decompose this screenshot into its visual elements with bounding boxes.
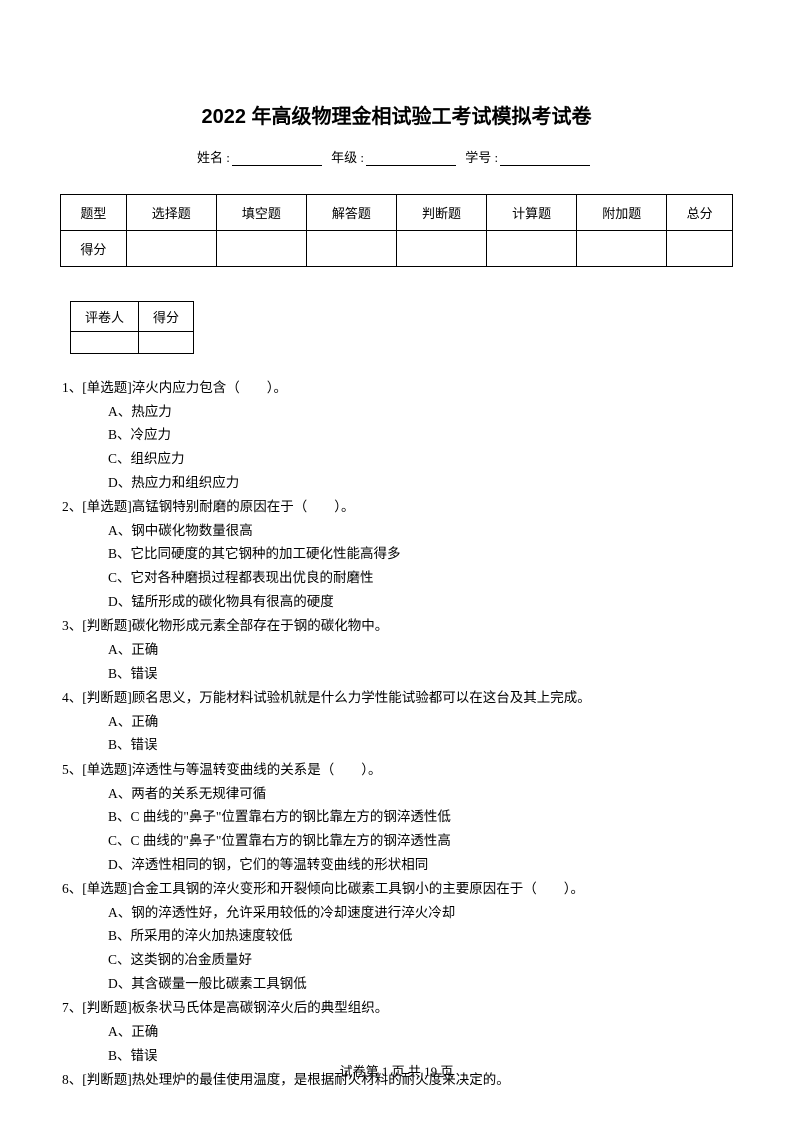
question-option: A、两者的关系无规律可循 (62, 782, 733, 806)
question-option: B、冷应力 (62, 423, 733, 447)
question-option: C、C 曲线的"鼻子"位置靠右方的钢比靠左方的钢淬透性高 (62, 829, 733, 853)
question: 2、[单选题]高锰钢特别耐磨的原因在于（ ）。A、钢中碳化物数量很高B、它比同硬… (62, 495, 733, 613)
exam-title: 2022 年高级物理金相试验工考试模拟考试卷 (60, 100, 733, 129)
score-cell[interactable] (216, 231, 306, 267)
score-header-cell: 题型 (61, 195, 127, 231)
id-label: 学号 : (465, 150, 498, 165)
question-option: D、锰所形成的碳化物具有很高的硬度 (62, 590, 733, 614)
question-option: A、钢的淬透性好，允许采用较低的冷却速度进行淬火冷却 (62, 901, 733, 925)
question-option: C、这类钢的冶金质量好 (62, 948, 733, 972)
question-option: B、它比同硬度的其它钢种的加工硬化性能高得多 (62, 542, 733, 566)
score-cell[interactable] (396, 231, 486, 267)
grader-table: 评卷人 得分 (70, 301, 194, 354)
question-option: B、所采用的淬火加热速度较低 (62, 924, 733, 948)
score-cell[interactable] (306, 231, 396, 267)
question-option: D、热应力和组织应力 (62, 471, 733, 495)
question-stem: 7、[判断题]板条状马氏体是高碳钢淬火后的典型组织。 (62, 996, 733, 1020)
question-option: B、C 曲线的"鼻子"位置靠右方的钢比靠左方的钢淬透性低 (62, 805, 733, 829)
score-header-cell: 解答题 (306, 195, 396, 231)
question-option: D、淬透性相同的钢，它们的等温转变曲线的形状相同 (62, 853, 733, 877)
grade-label: 年级 : (331, 150, 364, 165)
score-header-cell: 判断题 (396, 195, 486, 231)
question-option: B、错误 (62, 662, 733, 686)
questions-section: 1、[单选题]淬火内应力包含（ ）。A、热应力B、冷应力C、组织应力D、热应力和… (60, 376, 733, 1092)
grader-header-row: 评卷人 得分 (71, 302, 194, 332)
footer-prefix: 试卷第 (340, 1064, 382, 1079)
question: 5、[单选题]淬透性与等温转变曲线的关系是（ ）。A、两者的关系无规律可循B、C… (62, 758, 733, 876)
student-info-line: 姓名 : 年级 : 学号 : (60, 147, 733, 166)
name-label: 姓名 : (197, 150, 230, 165)
question-option: B、错误 (62, 733, 733, 757)
question-option: A、正确 (62, 1020, 733, 1044)
question-stem: 6、[单选题]合金工具钢的淬火变形和开裂倾向比碳素工具钢小的主要原因在于（ ）。 (62, 877, 733, 901)
question-option: C、组织应力 (62, 447, 733, 471)
question-option: A、正确 (62, 710, 733, 734)
question-stem: 2、[单选题]高锰钢特别耐磨的原因在于（ ）。 (62, 495, 733, 519)
grader-header-cell: 评卷人 (71, 302, 139, 332)
question-option: D、其含碳量一般比碳素工具钢低 (62, 972, 733, 996)
grader-value-row (71, 332, 194, 354)
footer-suffix: 页 (437, 1064, 453, 1079)
question-option: A、正确 (62, 638, 733, 662)
question: 3、[判断题]碳化物形成元素全部存在于钢的碳化物中。A、正确B、错误 (62, 614, 733, 685)
question: 6、[单选题]合金工具钢的淬火变形和开裂倾向比碳素工具钢小的主要原因在于（ ）。… (62, 877, 733, 995)
question: 7、[判断题]板条状马氏体是高碳钢淬火后的典型组织。A、正确B、错误 (62, 996, 733, 1067)
score-table: 题型 选择题 填空题 解答题 判断题 计算题 附加题 总分 得分 (60, 194, 733, 267)
question-option: A、热应力 (62, 400, 733, 424)
question: 4、[判断题]顾名思义，万能材料试验机就是什么力学性能试验都可以在这台及其上完成… (62, 686, 733, 757)
page-footer: 试卷第 1 页 共 19 页 (0, 1061, 793, 1080)
question-stem: 4、[判断题]顾名思义，万能材料试验机就是什么力学性能试验都可以在这台及其上完成… (62, 686, 733, 710)
question-stem: 1、[单选题]淬火内应力包含（ ）。 (62, 376, 733, 400)
grader-header-cell: 得分 (139, 302, 194, 332)
score-header-cell: 总分 (667, 195, 733, 231)
question-option: A、钢中碳化物数量很高 (62, 519, 733, 543)
score-table-value-row: 得分 (61, 231, 733, 267)
score-row-label: 得分 (61, 231, 127, 267)
question-option: C、它对各种磨损过程都表现出优良的耐磨性 (62, 566, 733, 590)
score-cell[interactable] (667, 231, 733, 267)
question-stem: 5、[单选题]淬透性与等温转变曲线的关系是（ ）。 (62, 758, 733, 782)
id-blank[interactable] (500, 165, 590, 166)
question: 1、[单选题]淬火内应力包含（ ）。A、热应力B、冷应力C、组织应力D、热应力和… (62, 376, 733, 494)
score-table-header-row: 题型 选择题 填空题 解答题 判断题 计算题 附加题 总分 (61, 195, 733, 231)
grader-cell[interactable] (139, 332, 194, 354)
score-cell[interactable] (126, 231, 216, 267)
score-header-cell: 选择题 (126, 195, 216, 231)
score-cell[interactable] (577, 231, 667, 267)
name-blank[interactable] (232, 165, 322, 166)
page-total: 19 (424, 1064, 437, 1079)
score-header-cell: 计算题 (487, 195, 577, 231)
grader-cell[interactable] (71, 332, 139, 354)
footer-middle: 页 共 (388, 1064, 424, 1079)
score-header-cell: 填空题 (216, 195, 306, 231)
grade-blank[interactable] (366, 165, 456, 166)
score-header-cell: 附加题 (577, 195, 667, 231)
question-stem: 3、[判断题]碳化物形成元素全部存在于钢的碳化物中。 (62, 614, 733, 638)
score-cell[interactable] (487, 231, 577, 267)
